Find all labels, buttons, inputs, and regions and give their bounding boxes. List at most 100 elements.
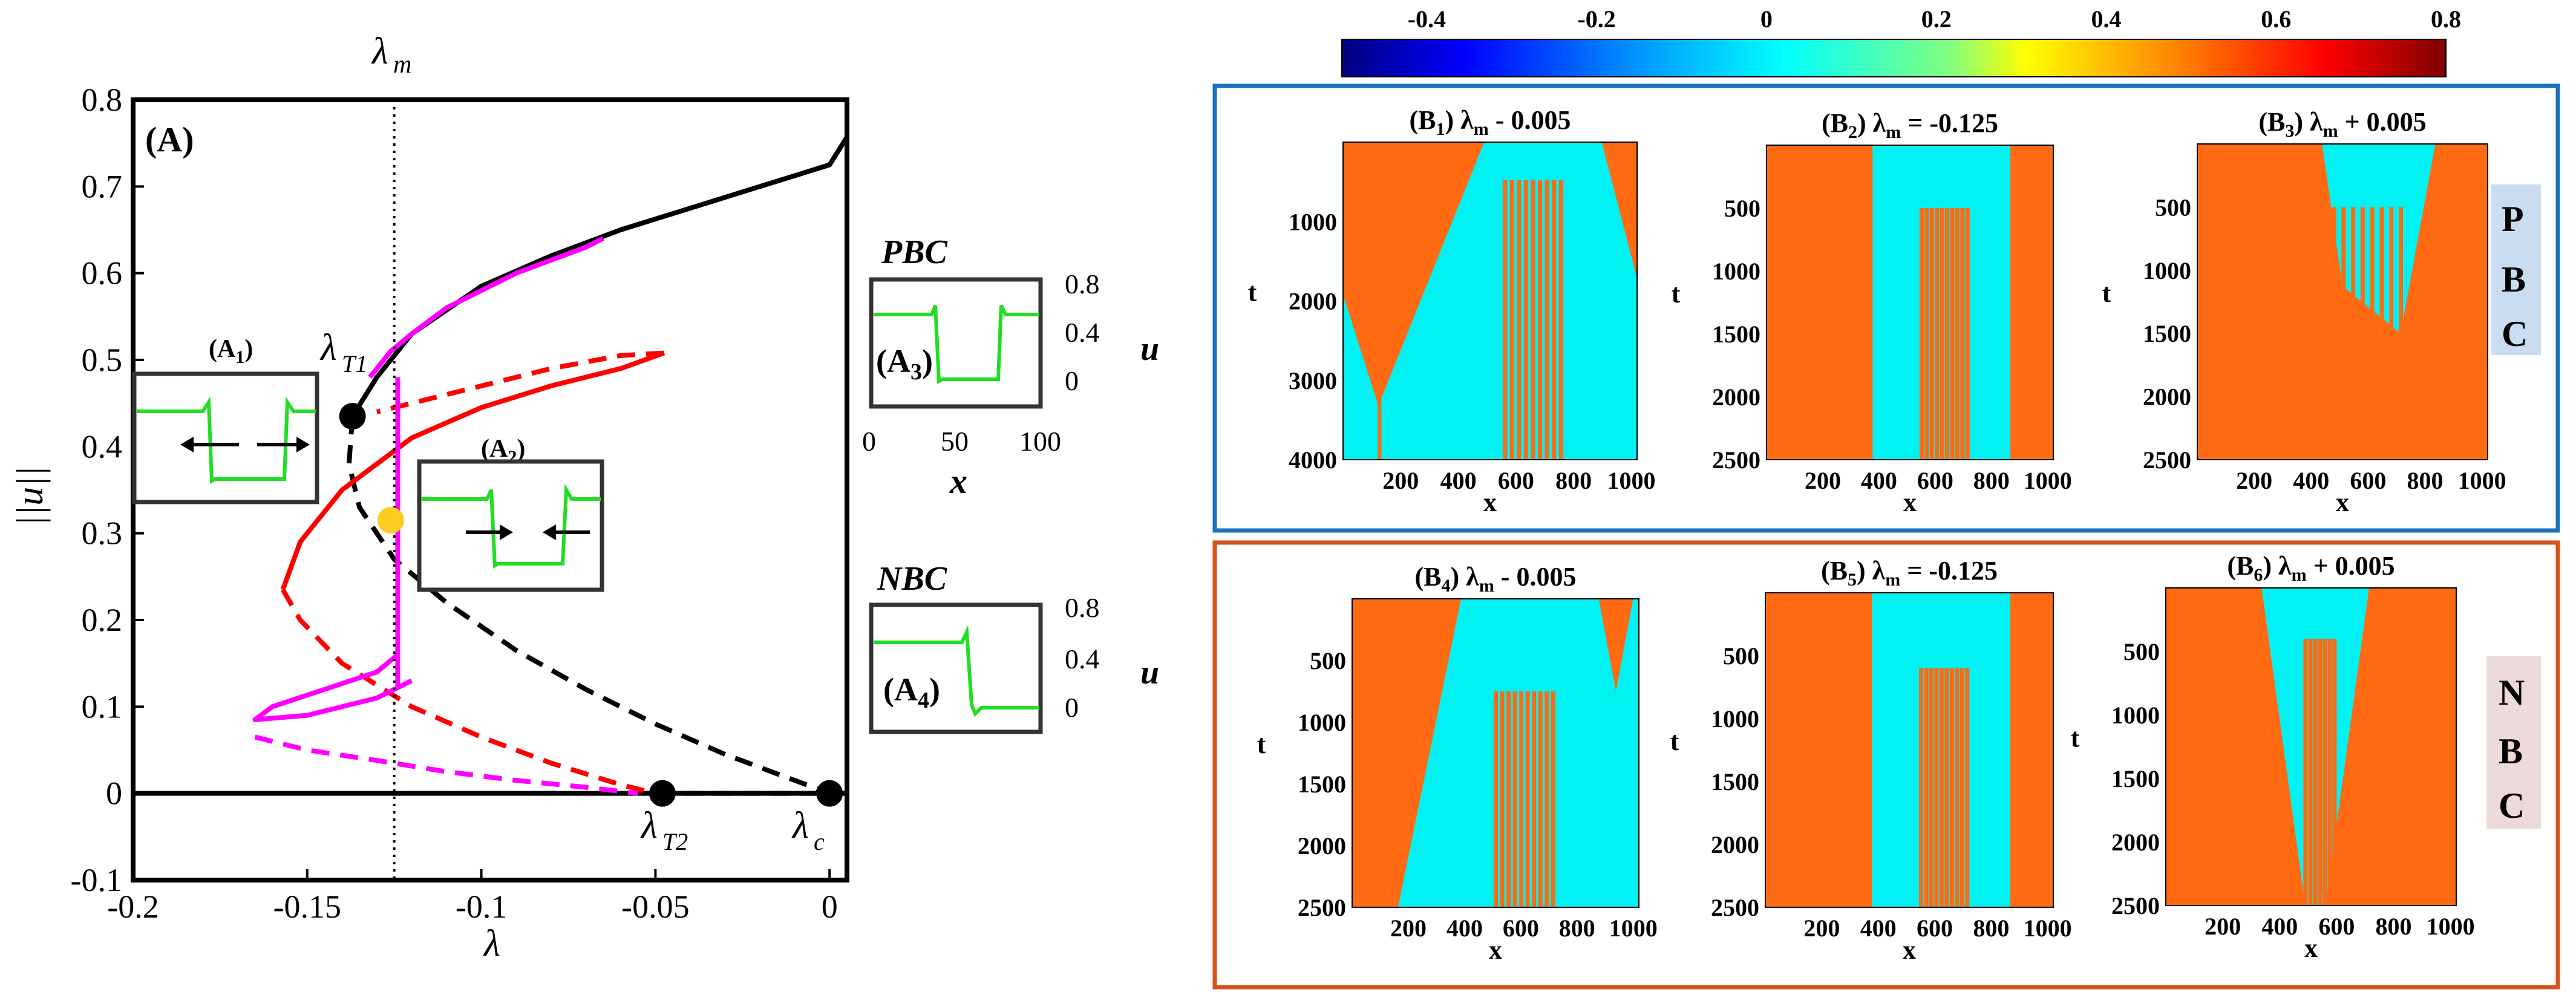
heatmap-xlabel: x (1903, 935, 1916, 965)
heatmap-ytick: 1500 (1298, 771, 1346, 798)
nbc-title: NBC (877, 560, 947, 598)
heatmap-xtick: 600 (2350, 467, 2386, 494)
heatmap-ytick: 1000 (1712, 258, 1760, 285)
stripe (1924, 668, 1929, 907)
heatmap-ytick: 2000 (1711, 831, 1759, 858)
heatmap-B1: (B1) λm - 0.005 1000 2000 3000 4000 200 400 600… (1248, 105, 1656, 517)
heatmap-ytick: 1500 (1712, 321, 1760, 348)
stripe (2389, 207, 2394, 460)
stripe (1506, 691, 1511, 907)
heatmap-title: (B1) λm - 0.005 (1410, 105, 1571, 139)
stripe (1525, 691, 1530, 907)
heatmap-title: (B5) λm = -0.125 (1821, 556, 1998, 590)
y-tick-label: -0.1 (71, 862, 122, 898)
cyan-fan (2322, 144, 2436, 334)
stripe (2318, 639, 2323, 905)
heatmap-xtick: 600 (1503, 915, 1539, 942)
heatmap-B3: (B3) λm + 0.005 500 1000 1500 2000 2500 200 400… (2102, 107, 2506, 517)
svg-text:λ: λ (319, 327, 337, 368)
svg-text:C: C (2499, 786, 2525, 826)
colorbar-tick: -0.4 (1408, 5, 1446, 33)
space-time-heatmaps: (B1) λm - 0.005 1000 2000 3000 4000 200 400 600… (1248, 105, 2506, 965)
stripe (1558, 180, 1563, 460)
colorbar: -0.4 -0.2 0 0.2 0.4 0.6 0.8 (1341, 5, 2461, 77)
nbc-ytick-1: 0.4 (1065, 644, 1100, 674)
heatmap-xtick: 200 (2236, 467, 2272, 494)
nbc-bc-label: N B C (2486, 656, 2541, 829)
curve-10 (254, 734, 639, 796)
heatmap-xtick: 400 (2261, 913, 2298, 940)
heatmap-xlabel: x (2336, 488, 2349, 517)
y-tick-label: 0.1 (82, 688, 123, 725)
heatmap-xtick: 400 (1860, 915, 1897, 942)
orange-tri (1598, 599, 1633, 691)
heatmap-ytick: 1000 (1711, 705, 1759, 732)
stripe (2341, 207, 2346, 460)
lambda-t1-label: λ T1 (319, 327, 367, 377)
point-lambda_c (816, 780, 843, 807)
heatmap-ytick: 3000 (1289, 367, 1337, 394)
colorbar-tick: 0.2 (1921, 5, 1952, 33)
heatmap-title: (B6) λm + 0.005 (2227, 551, 2395, 585)
panel-a-label: (A) (145, 120, 194, 159)
pbc-xtick-2: 100 (1019, 426, 1061, 457)
svg-text:N: N (2499, 673, 2525, 713)
heatmap-xtick: 1000 (1609, 915, 1658, 942)
heatmap-ytick: 2000 (1712, 383, 1760, 411)
heatmap-ytick: 2000 (2111, 829, 2160, 856)
heatmap-xtick: 1000 (2024, 467, 2072, 494)
stripe (1494, 691, 1498, 907)
stripe (1503, 180, 1508, 460)
heatmap-xtick: 600 (1917, 467, 1953, 494)
pbc-ytick-2: 0.8 (1065, 269, 1100, 299)
orange-wedge (1352, 599, 1462, 907)
heatmap-title: (B3) λm + 0.005 (2258, 107, 2426, 141)
pbc-frame (1212, 83, 2560, 533)
stripe (1960, 668, 1964, 907)
svg-text:λ: λ (371, 31, 388, 72)
stripe (1945, 208, 1950, 460)
stripe (1512, 691, 1517, 907)
svg-text:T1: T1 (342, 350, 367, 377)
heatmap-ytick: 1000 (1289, 208, 1337, 235)
stripe (1551, 691, 1555, 907)
x-tick-labels: -0.2 -0.15 -0.1 -0.05 0 (107, 869, 838, 925)
orange-wedge (1343, 142, 1485, 406)
nbc-ytick-0: 0 (1065, 692, 1079, 723)
heatmap-xlabel: x (2304, 933, 2318, 963)
lambda-t2-label: λ T2 (640, 805, 688, 855)
pbc-ytick-0: 0 (1065, 365, 1079, 396)
stripe (2379, 207, 2384, 460)
heatmap-B5: (B5) λm = -0.125 500 1000 1500 2000 2500 200 40… (1670, 556, 2072, 965)
heatmap-B2: (B2) λm = -0.125 500 1000 1500 2000 2500 200 40… (1672, 108, 2072, 517)
svg-text:m: m (393, 51, 411, 79)
stripe (2351, 207, 2356, 460)
y-tick-label: 0.6 (82, 255, 123, 292)
nbc-profile-plot: NBC (A4) 0 0.4 0.8 u (869, 560, 1159, 734)
stripe (1538, 180, 1543, 460)
pbc-xtick-1: 50 (941, 426, 969, 457)
heatmap-ylabel: t (1248, 278, 1257, 307)
stripe (1545, 180, 1549, 460)
stripe (1517, 180, 1522, 460)
heatmap-ytick: 500 (2123, 638, 2160, 665)
x-axis-label: λ (483, 923, 500, 964)
svg-text:(A4): (A4) (883, 671, 940, 713)
heatmap-ytick: 1500 (2111, 765, 2160, 792)
heatmap-ytick: 1000 (1298, 709, 1346, 736)
curve-6 (281, 588, 656, 796)
heatmap-ytick: 2500 (2111, 892, 2160, 919)
stripe (1500, 691, 1505, 907)
stripe (1950, 208, 1955, 460)
svg-text:P: P (2502, 199, 2524, 239)
stripe (1940, 208, 1944, 460)
heatmap-ytick: 2000 (1289, 288, 1337, 315)
stripe (1960, 208, 1965, 460)
pbc-xtick-0: 0 (862, 426, 876, 457)
heatmap-xlabel: x (1483, 488, 1497, 517)
heatmap-xtick: 1000 (1607, 467, 1655, 494)
colorbar-tick: 0.6 (2261, 5, 2291, 33)
heatmap-B6: (B6) λm + 0.005 500 1000 1500 2000 2500 200 400… (2071, 551, 2475, 963)
x-tick-label: 0 (822, 889, 838, 925)
colorbar-tick: -0.2 (1577, 5, 1615, 33)
